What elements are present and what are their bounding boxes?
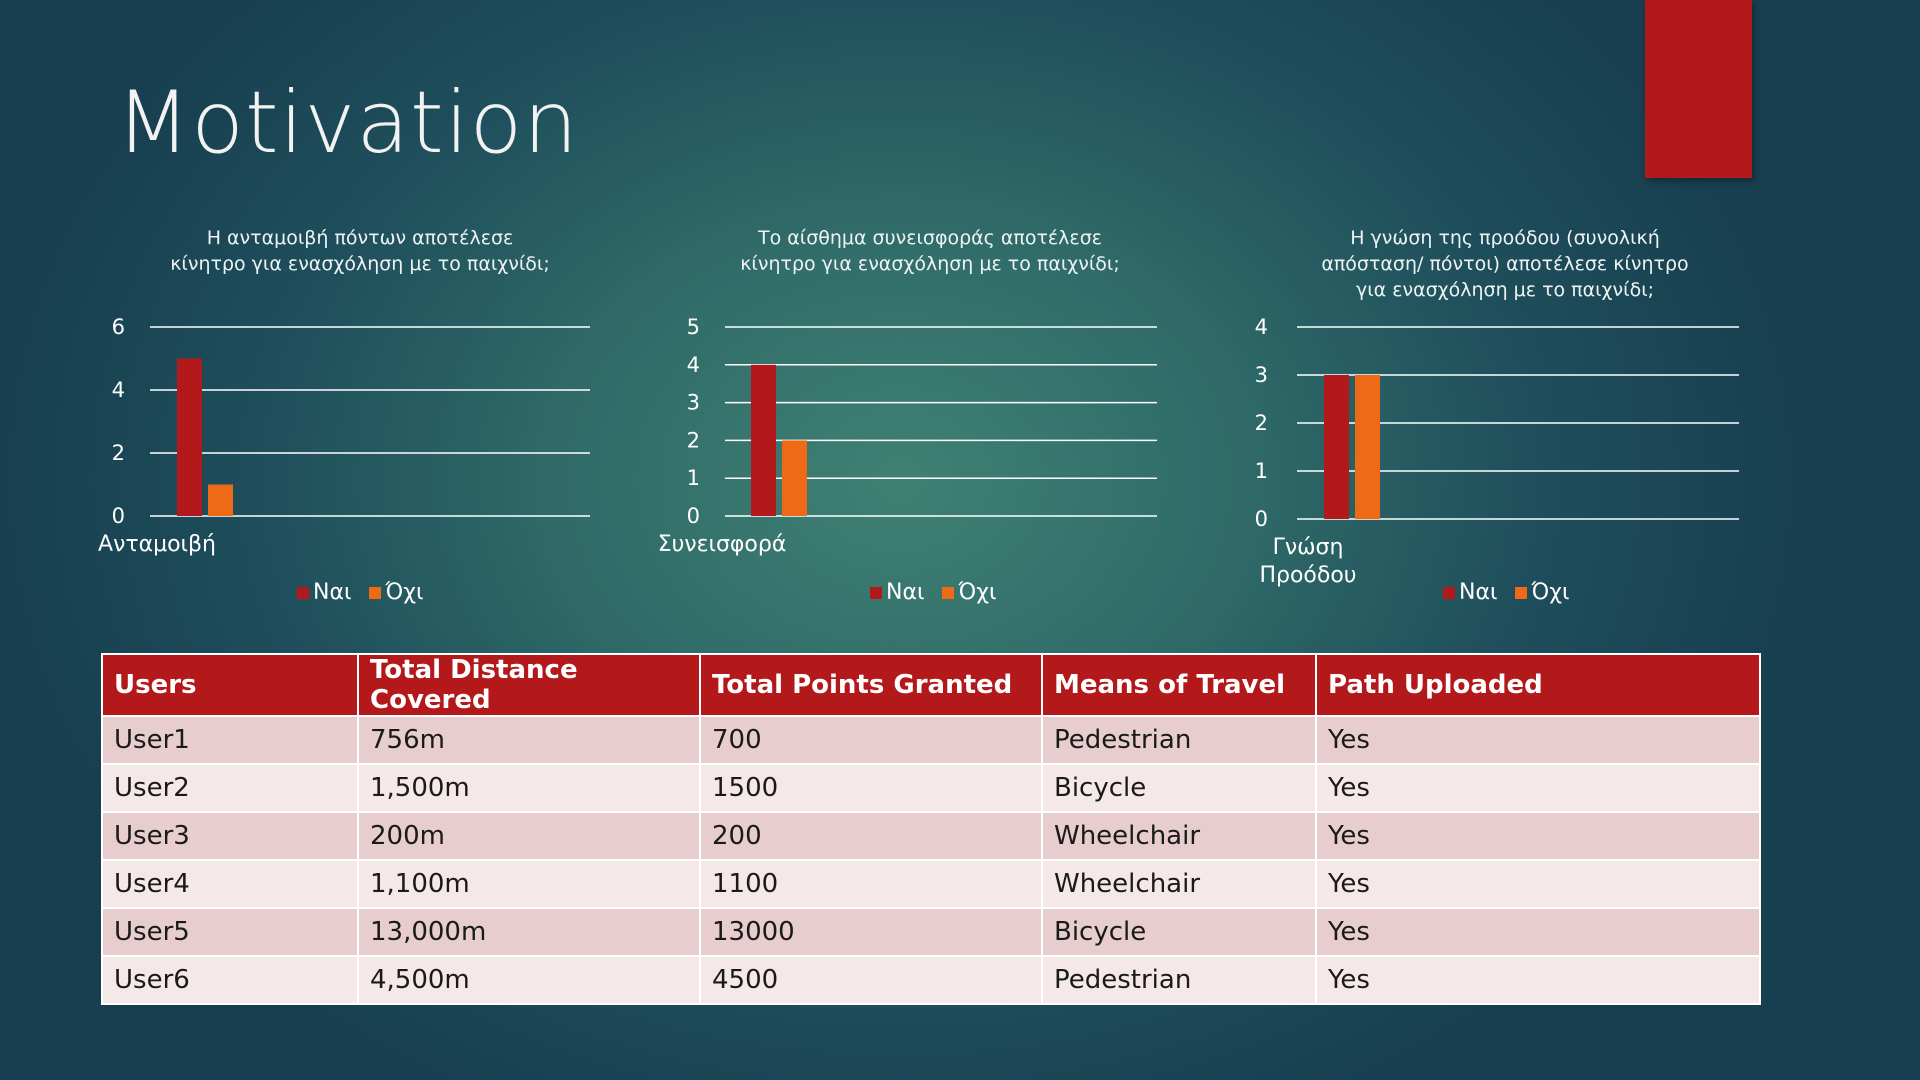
table-cell: Yes [1315,715,1761,765]
legend-item-yes: Ναι [870,580,924,605]
legend-item-yes: Ναι [1443,580,1497,605]
table-cell: Yes [1315,763,1761,813]
chart-contribution: Το αίσθημα συνεισφοράς αποτέλεσε κίνητρο… [658,225,1190,615]
legend-label-no: Όχι [958,580,997,605]
y-tick-label: 6 [112,315,125,339]
y-tick-label: 2 [1255,411,1268,435]
chart-plot: 0 1 2 3 4 5 Συνεισφορά [658,315,1157,557]
table-header-row: Users Total Distance Covered Total Point… [101,653,1761,717]
bar-no [208,484,233,516]
table-cell: 200 [699,811,1043,861]
table-cell: User1 [101,715,359,765]
column-header-means: Means of Travel [1041,653,1317,717]
table-row: User6 4,500m 4500 Pedestrian Yes [101,955,1761,1005]
slide-title: Motivation [116,73,579,173]
table-cell: Yes [1315,907,1761,957]
table-cell: 13,000m [357,907,701,957]
legend-label-yes: Ναι [313,580,352,605]
chart-plot: 0 1 2 3 4 Γνώση Προόδου [1255,315,1739,588]
legend-item-no: Όχι [369,580,423,605]
table-cell: 756m [357,715,701,765]
table-row: User1 756m 700 Pedestrian Yes [101,715,1761,765]
table-cell: User4 [101,859,359,909]
table-row: User4 1,100m 1100 Wheelchair Yes [101,859,1761,909]
legend-swatch-yes [1443,586,1455,599]
chart-rewards: Η ανταμοιβή πόντων αποτέλεσε κίνητρο για… [98,225,620,615]
table-cell: User5 [101,907,359,957]
column-header-distance: Total Distance Covered [357,653,701,717]
legend-swatch-no [1515,586,1528,599]
y-tick-label: 0 [1255,507,1268,531]
y-tick-label: 4 [1255,315,1268,339]
legend-item-no: Όχι [942,580,996,605]
table-cell: 4500 [699,955,1043,1005]
table-cell: User2 [101,763,359,813]
table-cell: Wheelchair [1041,859,1317,909]
bar-no [1355,375,1380,519]
table-cell: 700 [699,715,1043,765]
legend-item-no: Όχι [1515,580,1569,605]
table-row: User3 200m 200 Wheelchair Yes [101,811,1761,861]
y-tick-label: 3 [1255,363,1268,387]
legend-label-yes: Ναι [886,580,925,605]
table-cell: Pedestrian [1041,715,1317,765]
table-cell: 1,500m [357,763,701,813]
table-cell: Yes [1315,859,1761,909]
column-header-path: Path Uploaded [1315,653,1761,717]
chart-legend: Ναι Όχι [1443,580,1569,605]
x-category-label: Γνώση Προόδου [1259,535,1356,588]
bar-yes [177,358,202,516]
x-category-label: Ανταμοιβή [98,532,216,557]
column-header-points: Total Points Granted [699,653,1043,717]
legend-label-no: Όχι [1531,580,1570,605]
y-tick-label: 4 [687,353,700,377]
legend-swatch-no [942,586,955,599]
table-cell: 4,500m [357,955,701,1005]
table-cell: 1500 [699,763,1043,813]
legend-swatch-yes [297,586,309,599]
y-tick-label: 2 [112,441,125,465]
bar-no [782,440,807,516]
table-cell: Bicycle [1041,907,1317,957]
table-cell: Yes [1315,955,1761,1005]
y-tick-label: 0 [687,504,700,528]
y-tick-label: 1 [1255,459,1268,483]
y-tick-label: 1 [687,466,700,490]
chart-plot: 0 2 4 6 Ανταμοιβή [98,315,590,557]
table-row: User2 1,500m 1500 Bicycle Yes [101,763,1761,813]
bar-yes [1324,375,1349,519]
table-cell: Wheelchair [1041,811,1317,861]
legend-item-yes: Ναι [297,580,351,605]
table-row: User5 13,000m 13000 Bicycle Yes [101,907,1761,957]
chart-title: Η ανταμοιβή πόντων αποτέλεσε κίνητρο για… [170,227,550,275]
legend-swatch-yes [870,586,882,599]
bar-yes [751,364,776,516]
table-cell: 1,100m [357,859,701,909]
table-cell: 200m [357,811,701,861]
column-header-users: Users [101,653,359,717]
table-cell: User3 [101,811,359,861]
table-cell: Bicycle [1041,763,1317,813]
users-table: Users Total Distance Covered Total Point… [101,653,1761,1005]
chart-title: Το αίσθημα συνεισφοράς αποτέλεσε κίνητρο… [740,227,1120,275]
accent-bar [1645,0,1752,178]
table-cell: User6 [101,955,359,1005]
chart-legend: Ναι Όχι [297,580,423,605]
chart-legend: Ναι Όχι [870,580,996,605]
legend-label-no: Όχι [385,580,424,605]
y-tick-label: 4 [112,378,125,402]
chart-title: Η γνώση της προόδου (συνολική απόσταση/ … [1321,227,1689,301]
table-cell: Pedestrian [1041,955,1317,1005]
x-category-label: Συνεισφορά [658,532,787,557]
legend-swatch-no [369,586,382,599]
table-cell: Yes [1315,811,1761,861]
y-tick-label: 0 [112,504,125,528]
legend-label-yes: Ναι [1459,580,1498,605]
table-cell: 13000 [699,907,1043,957]
chart-progress: Η γνώση της προόδου (συνολική απόσταση/ … [1245,225,1765,615]
table-cell: 1100 [699,859,1043,909]
y-tick-label: 5 [687,315,700,339]
y-tick-label: 2 [687,428,700,452]
y-tick-label: 3 [687,391,700,415]
